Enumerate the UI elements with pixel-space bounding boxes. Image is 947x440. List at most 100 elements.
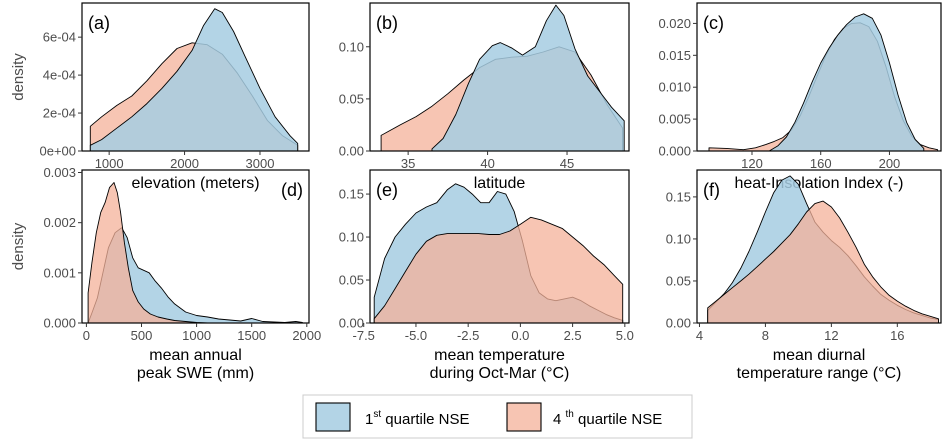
x-tick-label: 1500 bbox=[237, 328, 266, 343]
plot-area bbox=[380, 4, 625, 151]
panel-frame bbox=[81, 169, 310, 324]
panel-label: (e) bbox=[376, 180, 398, 200]
x-tick-label: -5.0 bbox=[405, 328, 427, 343]
density-area-q4 bbox=[373, 216, 624, 323]
x-tick-label: 2.5 bbox=[564, 328, 582, 343]
x-tick-label: 5.0 bbox=[616, 328, 634, 343]
panel-label: (a) bbox=[88, 13, 110, 33]
y-tick-label: 0.020 bbox=[658, 16, 691, 31]
chart-panel: 0.000 0.005 0.010 0.015 0.020 120 160 200 heat-I… bbox=[658, 2, 942, 192]
x-tick-label: 35 bbox=[401, 156, 415, 171]
legend-label-pre: 1 bbox=[365, 411, 373, 428]
legend-label-sup: th bbox=[566, 409, 574, 420]
panel-frame bbox=[696, 169, 942, 324]
legend: 1st quartile NSE 4 th quartile NSE bbox=[302, 394, 693, 439]
x-tick-label: 0 bbox=[83, 328, 90, 343]
y-tick-label: 0.15 bbox=[339, 187, 364, 202]
legend-label-pre: 4 bbox=[553, 411, 566, 428]
chart-panel: 0e+00 2e-04 4e-04 6e-04 1000 2000 3000 elevatio… bbox=[10, 2, 310, 192]
panel-frame bbox=[696, 2, 942, 152]
panel-label: (b) bbox=[376, 13, 398, 33]
y-tick-label: 0.000 bbox=[43, 316, 76, 331]
x-tick-label: 45 bbox=[560, 156, 574, 171]
x-axis-label: latitude bbox=[474, 175, 526, 192]
y-tick-label: 0.10 bbox=[339, 230, 364, 245]
y-tick-label: 0.00 bbox=[339, 144, 364, 159]
density-area-q1 bbox=[89, 8, 299, 151]
x-tick-label: 2000 bbox=[292, 328, 321, 343]
panel-frame bbox=[369, 2, 630, 152]
y-tick-label: 0.05 bbox=[339, 91, 364, 106]
y-tick-label: 0.010 bbox=[658, 80, 691, 95]
legend-box bbox=[302, 394, 693, 439]
panel-frame bbox=[369, 169, 630, 324]
x-tick-label: 160 bbox=[810, 156, 832, 171]
y-tick-label: 0.001 bbox=[43, 265, 76, 280]
x-tick-label: 500 bbox=[131, 328, 153, 343]
x-tick-label: 120 bbox=[741, 156, 763, 171]
legend-label-post: quartile NSE bbox=[574, 411, 662, 428]
plot-area bbox=[87, 182, 303, 323]
chart-panel: 0.00 0.05 0.10 35 40 45 latitude (b) bbox=[339, 2, 630, 192]
legend-swatch-q1 bbox=[315, 402, 351, 432]
y-tick-label: 4e-04 bbox=[43, 68, 76, 83]
y-tick-label: 0.005 bbox=[658, 112, 691, 127]
y-tick-label: 0.05 bbox=[666, 273, 691, 288]
x-tick-label: 40 bbox=[480, 156, 494, 171]
plot-area bbox=[707, 175, 939, 323]
y-tick-label: 0.05 bbox=[339, 273, 364, 288]
x-axis-label: mean diurnal bbox=[773, 347, 866, 364]
x-axis-label: heat-Insolation Index (-) bbox=[735, 175, 904, 192]
legend-swatch-q4 bbox=[506, 402, 542, 432]
plot-area bbox=[89, 8, 299, 151]
y-axis-label: density bbox=[10, 222, 27, 270]
x-tick-label: -2.5 bbox=[457, 328, 479, 343]
x-tick-label: 2000 bbox=[170, 156, 199, 171]
x-axis-label: mean annual bbox=[149, 347, 242, 364]
chart-panel: 0.00 0.05 0.10 0.15 4 8 12 16 mean diurnaltemper… bbox=[666, 169, 942, 382]
y-tick-label: 0.10 bbox=[339, 39, 364, 54]
y-tick-label: 0.000 bbox=[658, 144, 691, 159]
x-tick-label: 200 bbox=[879, 156, 901, 171]
density-area-q1 bbox=[431, 4, 625, 151]
y-tick-label: 0.015 bbox=[658, 48, 691, 63]
plot-area bbox=[373, 183, 624, 323]
density-area-q4 bbox=[87, 182, 209, 323]
x-axis-label: temperature range (°C) bbox=[737, 365, 902, 382]
y-tick-label: 0.10 bbox=[666, 231, 691, 246]
panel-label: (d) bbox=[281, 180, 303, 200]
x-axis-label: peak SWE (mm) bbox=[137, 365, 254, 382]
density-area-q4 bbox=[707, 200, 939, 323]
y-tick-label: 0.002 bbox=[43, 215, 76, 230]
x-tick-label: 8 bbox=[762, 328, 769, 343]
legend-label: 4 th quartile NSE bbox=[553, 409, 662, 428]
legend-label-sup: st bbox=[373, 409, 381, 420]
x-tick-label: 0.0 bbox=[511, 328, 529, 343]
y-tick-label: 2e-04 bbox=[43, 106, 76, 121]
plot-area bbox=[708, 13, 939, 151]
panel-label: (f) bbox=[703, 180, 720, 200]
y-tick-label: 0.003 bbox=[43, 165, 76, 180]
chart-panel: 0.000 0.001 0.002 0.003 0 500 1000 1500 2000 mean… bbox=[10, 165, 321, 382]
y-tick-label: 0.15 bbox=[666, 189, 691, 204]
x-axis-label: during Oct-Mar (°C) bbox=[430, 365, 570, 382]
y-tick-label: 0e+00 bbox=[39, 144, 76, 159]
x-tick-label: 3000 bbox=[246, 156, 275, 171]
panel-frame bbox=[81, 2, 310, 152]
y-axis-label: density bbox=[10, 53, 27, 101]
x-tick-label: 1000 bbox=[95, 156, 124, 171]
x-axis-label: mean temperature bbox=[434, 347, 565, 364]
panel-label: (c) bbox=[703, 13, 724, 33]
x-tick-label: 16 bbox=[890, 328, 904, 343]
x-tick-label: 1000 bbox=[182, 328, 211, 343]
density-area-q1 bbox=[768, 13, 925, 151]
y-tick-label: 0.00 bbox=[339, 316, 364, 331]
x-tick-label: 12 bbox=[824, 328, 838, 343]
y-tick-label: 0.00 bbox=[666, 316, 691, 331]
chart-panel: 0.00 0.05 0.10 0.15 -7.5 -5.0 -2.5 0.0 2.5 5.0 mea… bbox=[339, 169, 634, 382]
x-axis-label: elevation (meters) bbox=[131, 175, 259, 192]
legend-label: 1st quartile NSE bbox=[365, 409, 470, 428]
x-tick-label: -7.5 bbox=[353, 328, 375, 343]
legend-label-post: quartile NSE bbox=[381, 411, 469, 428]
